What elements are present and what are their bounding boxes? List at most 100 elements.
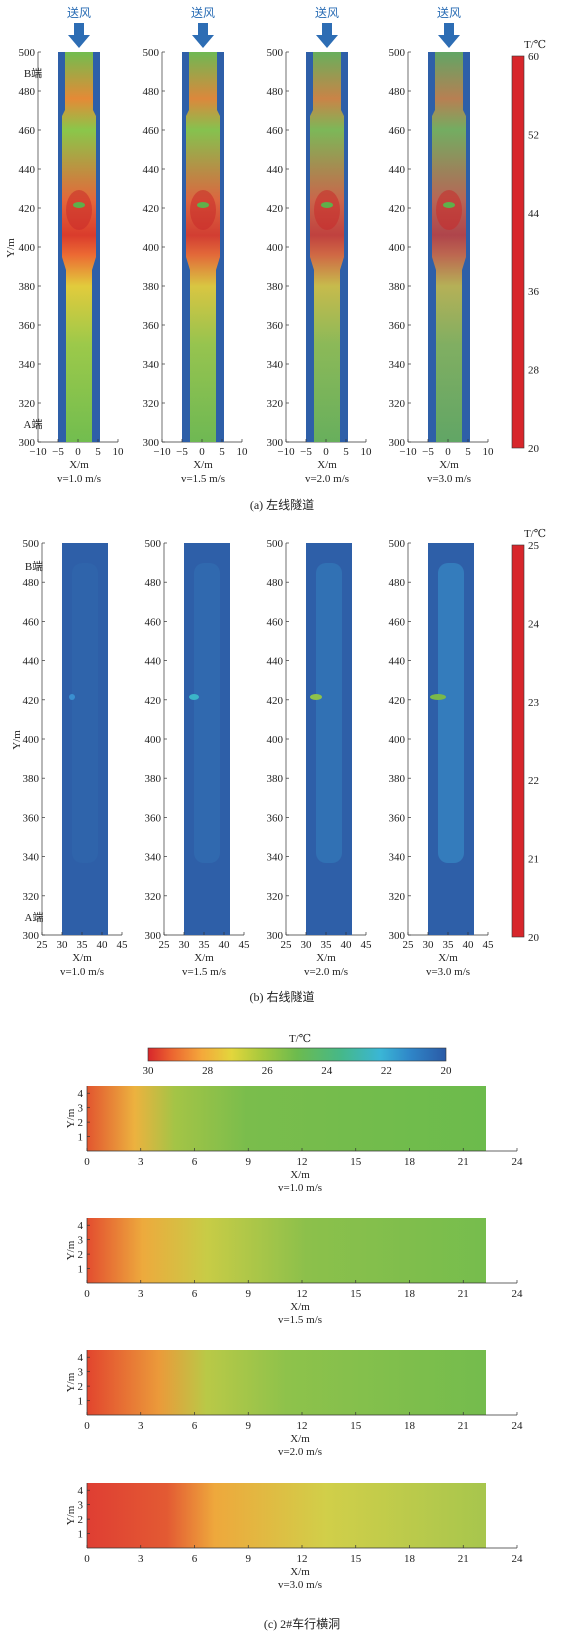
x-tick-label: 15 — [350, 1288, 362, 1300]
y-tick-label: 420 — [143, 203, 160, 215]
x-tick-label: 9 — [246, 1156, 252, 1168]
x-tick-label: 3 — [138, 1420, 144, 1432]
y-tick-label: 340 — [267, 359, 284, 371]
y-tick-label: 420 — [145, 695, 162, 707]
temperature-field — [87, 1350, 486, 1415]
y-tick-label: 400 — [143, 242, 160, 254]
x-tick-label: −5 — [422, 446, 434, 458]
y-tick-label: 420 — [267, 203, 284, 215]
y-tick-label: 3 — [78, 1235, 84, 1247]
x-tick-label: −10 — [399, 446, 417, 458]
x-tick-label: 30 — [179, 939, 191, 951]
x-tick-label: 15 — [350, 1156, 362, 1168]
x-tick-label: 0 — [84, 1553, 90, 1565]
tunnel-field — [184, 543, 230, 935]
y-tick-label: 2 — [78, 1514, 84, 1526]
x-tick-label: 6 — [192, 1156, 198, 1168]
caption-a: (a) 左线隧道 — [250, 497, 314, 512]
colorbar-tick: 36 — [528, 286, 540, 298]
temperature-field — [87, 1483, 486, 1548]
panel-a-map-3: 送风 500 480 460 440 420 400 380 360 340 320 300−10 −5… — [267, 5, 373, 485]
x-axis-label: X/m — [290, 1169, 310, 1181]
x-tick-label: 35 — [199, 939, 211, 951]
y-tick-label: 380 — [267, 773, 284, 785]
x-axis-label: X/m — [290, 1566, 310, 1578]
y-tick-label: 4 — [78, 1352, 84, 1364]
y-tick-label: 460 — [23, 616, 40, 628]
tunnel-field — [306, 543, 352, 935]
colorbar-tick: 25 — [528, 540, 540, 552]
y-axis-label: Y/m — [65, 1505, 77, 1525]
end-label-a: A端 — [25, 911, 44, 924]
warm-zone — [72, 563, 98, 863]
y-tick-label: 320 — [143, 398, 160, 410]
fire-core — [190, 190, 216, 230]
y-tick-label: 420 — [389, 203, 406, 215]
colorbar-tick: 28 — [528, 365, 540, 377]
temperature-field — [432, 52, 466, 442]
x-tick-label: 35 — [77, 939, 89, 951]
y-tick-label: 500 — [23, 538, 40, 550]
y-tick-label: 440 — [389, 656, 406, 668]
x-tick-label: 5 — [343, 446, 349, 458]
colorbar — [511, 544, 525, 938]
y-tick-label: 420 — [23, 695, 40, 707]
x-tick-label: 0 — [323, 446, 329, 458]
y-tick-label: 400 — [19, 242, 36, 254]
colorbar — [511, 55, 525, 449]
y-tick-label: 320 — [19, 398, 36, 410]
colorbar-tick: 22 — [528, 775, 539, 787]
y-tick-label: 340 — [389, 852, 406, 864]
y-tick-label: 2 — [78, 1117, 84, 1129]
temperature-field — [310, 52, 344, 442]
y-tick-label: 4 — [78, 1220, 84, 1232]
x-tick-label: 9 — [246, 1553, 252, 1565]
y-tick-label: 400 — [267, 242, 284, 254]
y-tick-label: 460 — [389, 616, 406, 628]
x-tick-label: 40 — [97, 939, 109, 951]
y-tick-label: 1 — [78, 1529, 84, 1541]
x-tick-label: 6 — [192, 1288, 198, 1300]
temperature-field — [62, 52, 96, 442]
x-tick-label: 0 — [199, 446, 205, 458]
x-axis-label: X/m — [439, 459, 459, 471]
case-label: v=1.0 m/s — [57, 473, 101, 485]
x-tick-label: 30 — [57, 939, 69, 951]
x-axis-label: X/m — [438, 952, 458, 964]
y-tick-label: 440 — [143, 164, 160, 176]
colorbar-tick: 60 — [528, 51, 540, 63]
x-tick-label: 45 — [239, 939, 251, 951]
x-tick-label: 0 — [84, 1420, 90, 1432]
x-tick-label: 45 — [483, 939, 495, 951]
y-tick-label: 360 — [267, 812, 284, 824]
y-tick-label: 4 — [78, 1485, 84, 1497]
y-tick-label: 320 — [389, 891, 406, 903]
y-tick-label: 300 — [389, 437, 406, 449]
y-tick-label: 1 — [78, 1264, 84, 1276]
y-tick-label: 480 — [267, 86, 284, 98]
x-tick-label: 30 — [423, 939, 435, 951]
y-tick-label: 360 — [143, 320, 160, 332]
colorbar-tick: 26 — [262, 1065, 274, 1077]
y-tick-label: 480 — [145, 577, 162, 589]
case-label: v=2.0 m/s — [304, 966, 348, 978]
y-tick-label: 380 — [23, 773, 40, 785]
y-tick-label: 380 — [389, 281, 406, 293]
x-tick-label: 5 — [219, 446, 225, 458]
case-label: v=1.5 m/s — [182, 966, 226, 978]
x-tick-label: 3 — [138, 1553, 144, 1565]
x-tick-label: 12 — [297, 1420, 308, 1432]
case-label: v=1.5 m/s — [181, 473, 225, 485]
caption-c: (c) 2#车行横洞 — [264, 1616, 340, 1631]
temperature-field — [87, 1218, 486, 1283]
y-tick-label: 480 — [267, 577, 284, 589]
hot-spot — [189, 694, 199, 700]
y-tick-label: 340 — [389, 359, 406, 371]
fire-core — [314, 190, 340, 230]
x-tick-label: −5 — [176, 446, 188, 458]
y-tick-label: 400 — [389, 734, 406, 746]
end-label-a: A端 — [24, 418, 43, 431]
